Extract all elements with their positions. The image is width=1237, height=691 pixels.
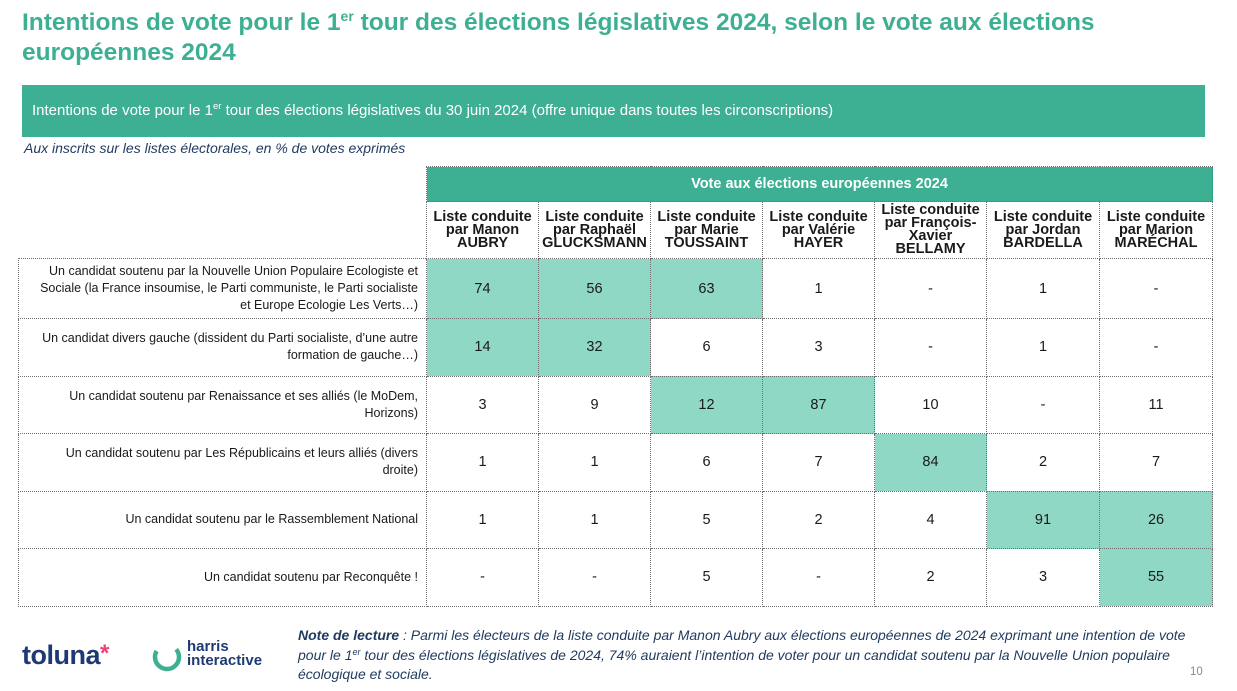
table-cell: - [1098, 258, 1214, 319]
table-cell: - [538, 548, 651, 607]
row-label: Un candidat soutenu par la Nouvelle Unio… [18, 258, 427, 319]
table-row: Un candidat soutenu par le Rassemblement… [18, 490, 1214, 549]
note-label: Note de lecture [298, 627, 400, 643]
table-cell: 7 [762, 433, 875, 492]
column-header-row: Liste conduite par Manon AUBRY Liste cond… [19, 201, 1214, 259]
table-cell: 32 [538, 318, 651, 377]
harris-interactive-logo: harris interactive [187, 638, 263, 669]
table-cell: 9 [538, 375, 651, 434]
table-cell: 2 [986, 433, 1100, 492]
row-label: Un candidat soutenu par Renaissance et s… [18, 375, 427, 434]
table-row: Un candidat soutenu par la Nouvelle Unio… [18, 258, 1214, 319]
base-subtitle: Aux inscrits sur les listes électorales,… [24, 140, 406, 156]
table-row: Un candidat soutenu par Renaissance et s… [18, 375, 1214, 434]
table-cell: 87 [762, 375, 875, 434]
harris-interactive-logo-icon [152, 642, 182, 672]
column-header: Liste conduite par Marie TOUSSAINT [650, 201, 763, 259]
reading-note: Note de lecture : Parmi les électeurs de… [298, 626, 1188, 685]
column-header: Liste conduite par Jordan BARDELLA [986, 201, 1100, 259]
table-cell: 91 [986, 490, 1100, 549]
table-cell: 2 [762, 490, 875, 549]
row-label: Un candidat soutenu par le Rassemblement… [18, 490, 427, 549]
table-cell: 1 [538, 433, 651, 492]
table-cell: 1 [762, 258, 875, 319]
table-cell: - [874, 318, 987, 377]
toluna-logo-text: toluna [22, 640, 101, 670]
table-cell: 1 [986, 318, 1100, 377]
table-body: Un candidat soutenu par la Nouvelle Unio… [18, 258, 1214, 607]
row-label: Un candidat soutenu par Les Républicains… [18, 433, 427, 492]
group-header: Vote aux élections européennes 2024 [425, 166, 1214, 202]
table-row: Un candidat soutenu par Les Républicains… [18, 433, 1214, 492]
table-cell: 63 [650, 258, 763, 319]
row-label: Un candidat divers gauche (dissident du … [18, 318, 427, 377]
toluna-logo: toluna* [22, 640, 109, 671]
column-header: Liste conduite par Raphaël GLUCKSMANN [538, 201, 651, 259]
banner-part2: tour des élections législatives du 30 ju… [221, 102, 834, 119]
table-cell: - [874, 258, 987, 319]
table-cell: 1 [426, 433, 539, 492]
table-cell: 1 [986, 258, 1100, 319]
table-cell: 74 [426, 258, 539, 319]
table-cell: 2 [874, 548, 987, 607]
table-cell: 10 [874, 375, 987, 434]
title-part1: Intentions de vote pour le 1 [22, 9, 341, 36]
table-cell: - [1098, 318, 1214, 377]
row-label: Un candidat soutenu par Reconquête ! [18, 548, 427, 607]
column-header: Liste conduite par Marion MARÉCHAL [1098, 201, 1214, 259]
note-part2: tour des élections législatives de 2024,… [298, 646, 1170, 683]
toluna-star-icon: * [100, 640, 109, 667]
table-row: Un candidat soutenu par Reconquête ! - -5-… [18, 548, 1214, 607]
table-cell: 3 [986, 548, 1100, 607]
page-number: 10 [1190, 666, 1203, 678]
harris-logo-line1: harris [187, 638, 229, 655]
table-corner [19, 167, 427, 202]
table-cell: 1 [426, 490, 539, 549]
table-cell: 3 [426, 375, 539, 434]
column-header: Liste conduite par François-Xavier BELLA… [874, 201, 987, 259]
title-part2: tour des élections législatives 2024, se… [22, 9, 1095, 66]
table-cell: 12 [650, 375, 763, 434]
table-cell: 1 [538, 490, 651, 549]
table-cell: 4 [874, 490, 987, 549]
column-header: Liste conduite par Valérie HAYER [762, 201, 875, 259]
table-row: Un candidat divers gauche (dissident du … [18, 318, 1214, 377]
banner-part1: Intentions de vote pour le 1 [32, 102, 213, 119]
table-cell: 14 [426, 318, 539, 377]
table-cell: - [426, 548, 539, 607]
question-banner: Intentions de vote pour le 1er tour des … [22, 85, 1205, 137]
table-cell: 56 [538, 258, 651, 319]
table-cell: 84 [874, 433, 987, 492]
table-cell: - [986, 375, 1100, 434]
table-cell: 7 [1098, 433, 1214, 492]
table-cell: 5 [650, 490, 763, 549]
table-cell: - [762, 548, 875, 607]
note-sup: er [352, 646, 361, 657]
results-table: Vote aux élections européennes 2024 List… [18, 166, 1214, 607]
table-cell: 5 [650, 548, 763, 607]
column-header: Liste conduite par Manon AUBRY [426, 201, 539, 259]
harris-logo-line2: interactive [187, 652, 263, 669]
table-cell: 6 [650, 318, 763, 377]
table-cell: 11 [1098, 375, 1214, 434]
table-cell: 3 [762, 318, 875, 377]
page-title: Intentions de vote pour le 1er tour des … [22, 8, 1212, 68]
table-cell: 6 [650, 433, 763, 492]
table-corner-2 [19, 202, 427, 259]
banner-sup: er [212, 101, 222, 112]
title-sup: er [340, 8, 354, 24]
table-cell: 26 [1098, 490, 1214, 549]
note-part1: : Parmi les électeurs de la liste condui… [298, 627, 1186, 663]
table-cell: 55 [1098, 548, 1214, 607]
